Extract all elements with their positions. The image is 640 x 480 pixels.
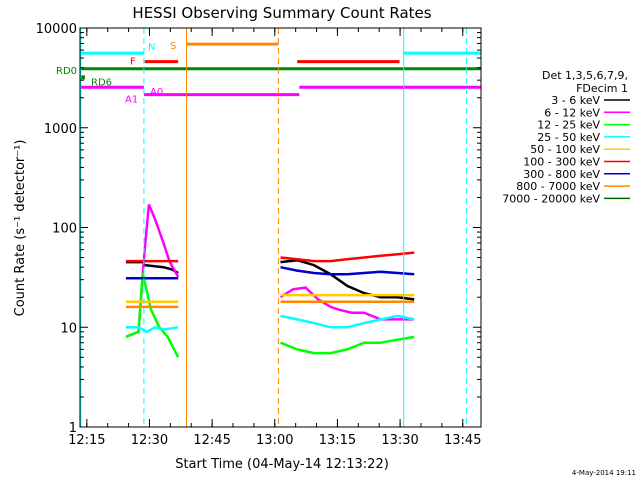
x-tick-label: 13:45 — [444, 433, 481, 448]
y-tick-label: 10 — [60, 321, 77, 336]
legend-label: 7000 - 20000 keV — [502, 192, 600, 205]
series-line-6 — [280, 265, 415, 276]
y-axis-label: Count Rate (s⁻¹ detector⁻¹) — [13, 140, 28, 317]
y-tick-label: 1 — [69, 421, 77, 436]
legend-header-line-1: Det 1,3,5,6,7,9, — [542, 69, 628, 82]
y-tick-label: 10000 — [36, 22, 77, 37]
series-line-3 — [125, 325, 179, 334]
legend-label: 25 - 50 keV — [537, 131, 600, 144]
legend-label: 800 - 7000 keV — [516, 180, 600, 193]
series-line-3 — [280, 314, 415, 329]
rd6-marker — [80, 75, 85, 80]
x-tick-label: 13:15 — [319, 433, 356, 448]
y-tick-label: 1000 — [44, 122, 77, 137]
series-line-1 — [279, 286, 415, 321]
chart-title: HESSI Observing Summary Count Rates — [132, 4, 431, 22]
flag-label-rd0: RD0 — [56, 66, 77, 77]
x-tick-label: 12:45 — [193, 433, 230, 448]
x-tick-label: 12:30 — [131, 433, 168, 448]
legend-label: 3 - 6 keV — [551, 94, 600, 107]
series-line-2 — [125, 272, 180, 358]
legend-label: 300 - 800 keV — [523, 168, 600, 181]
legend-header-line-2: FDecim 1 — [576, 82, 628, 95]
legend-label: 6 - 12 keV — [544, 106, 600, 119]
flag-label-a1: A1 — [125, 95, 138, 106]
flag-label-n: N — [148, 42, 155, 53]
x-tick-label: 12:15 — [68, 433, 105, 448]
flag-label-f: F — [130, 57, 136, 68]
series-line-5 — [280, 251, 415, 263]
legend-label: 100 - 300 keV — [523, 156, 600, 169]
flag-lines: N S RD0 F RD6 A0 A1 — [56, 41, 481, 106]
series-line-1 — [125, 204, 180, 339]
legend-label: 12 - 25 keV — [537, 119, 600, 132]
x-tick-label: 13:30 — [381, 433, 418, 448]
axes: 1 10 100 1000 10000 12:15 12:30 12:45 13:00 13:15… — [36, 22, 482, 448]
x-axis-label: Start Time (04-May-14 12:13:22) — [175, 457, 389, 472]
series-line-2 — [280, 335, 415, 355]
flag-label-s: S — [170, 41, 176, 52]
y-tick-label: 100 — [52, 222, 77, 237]
x-tick-label: 13:00 — [256, 433, 293, 448]
data-series — [125, 204, 415, 358]
flag-label-rd6: RD6 — [91, 77, 112, 88]
flag-label-a0: A0 — [150, 87, 163, 98]
render-timestamp: 4-May-2014 19:11 — [572, 469, 636, 477]
series-line-0 — [280, 258, 415, 301]
legend-label: 50 - 100 keV — [530, 143, 600, 156]
